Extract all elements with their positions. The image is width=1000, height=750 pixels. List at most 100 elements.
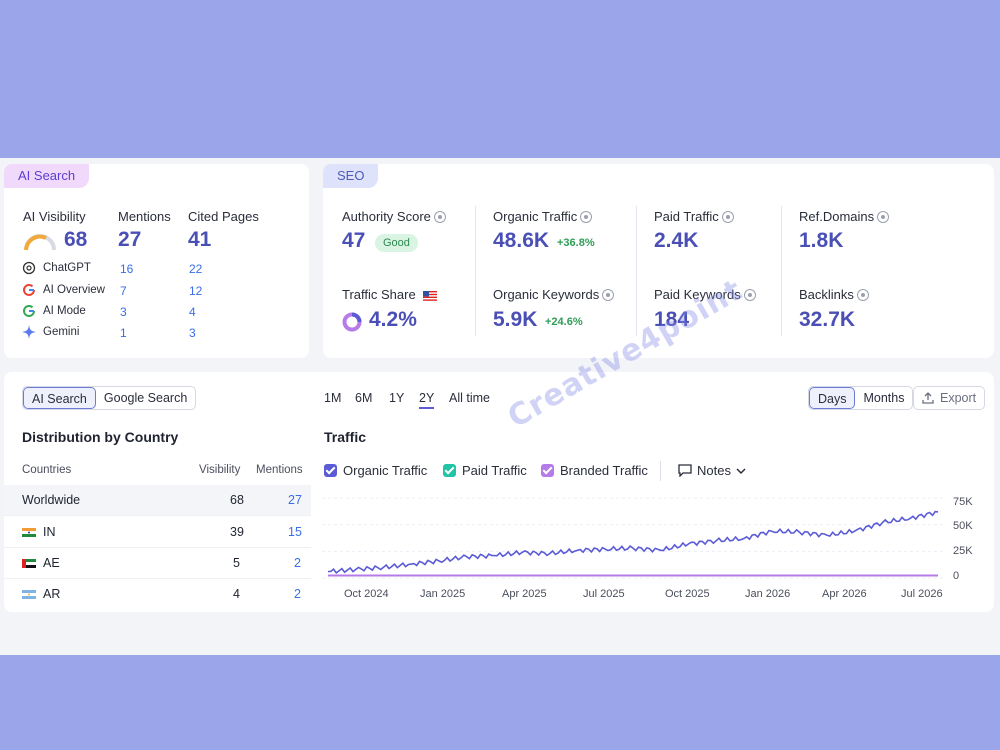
country-visibility: 39: [230, 525, 244, 539]
ai-row-cited[interactable]: 22: [189, 262, 203, 276]
india-flag-icon: [22, 528, 36, 537]
google-icon: [23, 283, 35, 296]
ai-visibility-label: AI Visibility: [23, 209, 86, 224]
ref-domains-value[interactable]: 1.8K: [799, 229, 844, 252]
country-name: AE: [43, 556, 60, 570]
organic-keywords-label: Organic Keywords: [493, 287, 615, 302]
legend-branded[interactable]: Branded Traffic: [541, 463, 648, 478]
search-source-toggle: AI Search Google Search: [22, 386, 197, 410]
ai-row-mentions[interactable]: 3: [120, 305, 127, 319]
paid-traffic-label: Paid Traffic: [654, 209, 734, 224]
x-tick-label: Oct 2024: [344, 588, 389, 600]
country-mentions[interactable]: 2: [294, 556, 301, 570]
legend-organic[interactable]: Organic Traffic: [324, 463, 427, 478]
ai-row-cited[interactable]: 12: [189, 284, 203, 298]
info-icon[interactable]: [721, 210, 734, 223]
country-mentions[interactable]: 2: [294, 587, 301, 601]
col-visibility[interactable]: Visibility: [199, 464, 241, 476]
table-row[interactable]: Worldwide 68 27: [4, 485, 311, 516]
google-icon: [23, 304, 35, 317]
organic-traffic-value[interactable]: 48.6K: [493, 229, 550, 252]
cited-pages-label: Cited Pages: [188, 209, 259, 224]
ai-row-label: AI Overview: [43, 284, 105, 296]
info-icon[interactable]: [602, 288, 615, 301]
info-icon[interactable]: [580, 210, 593, 223]
table-row[interactable]: AE 5 2: [4, 548, 311, 579]
checkbox-icon[interactable]: [541, 464, 554, 477]
seo-tag[interactable]: SEO: [323, 164, 379, 188]
notes-dropdown[interactable]: Notes: [678, 463, 746, 478]
y-tick-label: 75K: [953, 496, 973, 508]
checkbox-icon[interactable]: [324, 464, 337, 477]
organic-traffic-label: Organic Traffic: [493, 209, 593, 224]
ref-domains-label: Ref.Domains: [799, 209, 890, 224]
chevron-down-icon: [736, 467, 746, 474]
visibility-gauge-icon: [24, 234, 56, 251]
ai-row-mentions[interactable]: 7: [120, 284, 127, 298]
x-tick-label: Jul 2025: [583, 588, 625, 600]
ai-search-card: AI Search AI Visibility Mentions Cited P…: [4, 164, 309, 358]
info-icon[interactable]: [877, 210, 890, 223]
country-name: IN: [43, 525, 56, 539]
country-name: Worldwide: [22, 493, 81, 507]
range-all-time[interactable]: All time: [449, 391, 490, 405]
organic-traffic-delta: +36.8%: [557, 237, 595, 249]
paid-keywords-label: Paid Keywords: [654, 287, 756, 302]
google-search-toggle[interactable]: Google Search: [103, 391, 188, 405]
traffic-chart: [322, 497, 946, 579]
x-tick-label: Jan 2026: [745, 588, 791, 600]
gemini-icon: [22, 325, 36, 339]
range-1y[interactable]: 1Y: [389, 391, 405, 405]
col-mentions[interactable]: Mentions: [256, 464, 303, 476]
country-mentions[interactable]: 15: [288, 525, 302, 539]
ai-row-label: AI Mode: [43, 305, 86, 317]
paid-traffic-value[interactable]: 2.4K: [654, 229, 699, 252]
mentions-label: Mentions: [118, 209, 171, 224]
organic-keywords-value[interactable]: 5.9K: [493, 308, 538, 331]
backlinks-label: Backlinks: [799, 287, 869, 302]
days-toggle[interactable]: Days: [809, 387, 856, 409]
traffic-share-value: 4.2%: [369, 308, 417, 331]
info-icon[interactable]: [743, 288, 756, 301]
country-visibility: 5: [233, 556, 240, 570]
ai-row-mentions[interactable]: 16: [120, 262, 134, 276]
country-visibility: 4: [233, 587, 240, 601]
country-mentions[interactable]: 27: [288, 493, 302, 507]
checkbox-icon[interactable]: [443, 464, 456, 477]
x-tick-label: Apr 2025: [502, 588, 547, 600]
traffic-title: Traffic: [324, 429, 367, 445]
ai-row-label: Gemini: [43, 326, 80, 338]
months-toggle[interactable]: Months: [863, 391, 905, 405]
x-tick-label: Jan 2025: [420, 588, 466, 600]
ai-search-toggle[interactable]: AI Search: [23, 387, 96, 409]
paid-keywords-value[interactable]: 184: [654, 308, 690, 331]
export-button[interactable]: Export: [913, 386, 986, 410]
country-name: AR: [43, 587, 61, 601]
distribution-title: Distribution by Country: [22, 429, 179, 445]
ai-row-cited[interactable]: 3: [189, 326, 196, 340]
info-icon[interactable]: [856, 288, 869, 301]
chatgpt-icon: [22, 261, 36, 275]
x-tick-label: Jul 2026: [901, 588, 943, 600]
y-tick-label: 50K: [953, 520, 973, 532]
col-countries: Countries: [22, 464, 72, 476]
range-6m[interactable]: 6M: [355, 391, 373, 405]
info-icon[interactable]: [433, 210, 446, 223]
backlinks-value[interactable]: 32.7K: [799, 308, 856, 331]
mentions-total: 27: [118, 228, 142, 251]
ai-row-mentions[interactable]: 1: [120, 326, 127, 340]
organic-keywords-delta: +24.6%: [545, 316, 583, 328]
range-1m[interactable]: 1M: [324, 391, 342, 405]
good-badge: Good: [375, 234, 418, 252]
seo-card: SEO Authority Score 47 Good Organic Traf…: [323, 164, 994, 358]
notes-icon: [678, 464, 692, 477]
uae-flag-icon: [22, 559, 36, 568]
y-tick-label: 0: [953, 570, 960, 582]
ai-search-tag[interactable]: AI Search: [4, 164, 90, 188]
table-row[interactable]: AR 4 2: [4, 579, 311, 610]
range-2y[interactable]: 2Y: [419, 391, 435, 409]
organic-traffic-line: [327, 510, 939, 575]
legend-paid[interactable]: Paid Traffic: [443, 463, 527, 478]
ai-row-cited[interactable]: 4: [189, 305, 196, 319]
table-row[interactable]: IN 39 15: [4, 517, 311, 548]
